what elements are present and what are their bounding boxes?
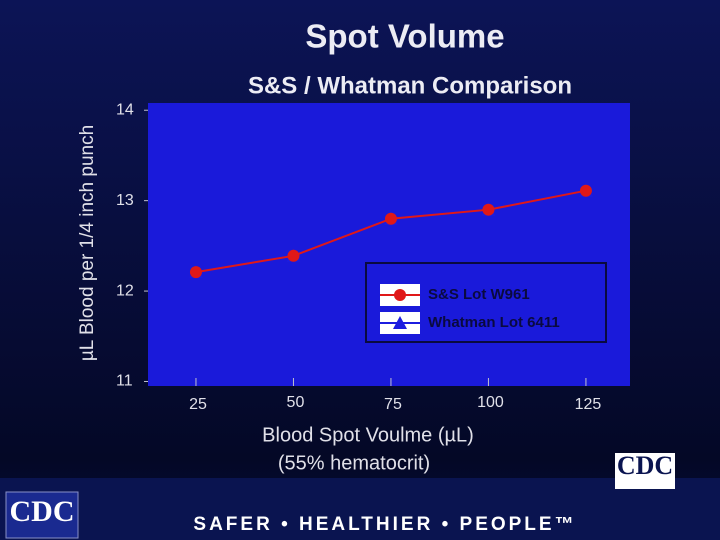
legend-marker <box>394 289 406 301</box>
legend-label: Whatman Lot 6411 <box>428 314 560 331</box>
y-tick-label: 12 <box>116 282 134 299</box>
logo-text: CDC <box>10 495 75 528</box>
data-point <box>287 249 300 262</box>
slogan: SAFER • HEALTHIER • PEOPLE™ <box>193 514 576 535</box>
legend: S&S Lot W961 Whatman Lot 6411 <box>365 262 607 343</box>
x-tick-label: 75 <box>384 396 402 413</box>
legend-marker <box>393 316 407 329</box>
data-point <box>189 266 202 279</box>
legend-label: S&S Lot W961 <box>428 286 530 303</box>
footer-band <box>0 478 720 540</box>
logo-right: CDC <box>615 451 675 489</box>
x-tick-label: 100 <box>477 394 504 411</box>
logo-left: CDC <box>5 491 79 539</box>
logo-text: CDC <box>617 451 673 480</box>
x-tick-label: 25 <box>189 396 207 413</box>
slide-title: Spot Volume <box>305 18 504 55</box>
x-tick-label: 50 <box>287 394 305 411</box>
y-tick-label: 13 <box>116 192 134 209</box>
data-point <box>482 203 495 216</box>
y-axis-label: µL Blood per 1/4 inch punch <box>77 125 98 361</box>
logo-box <box>5 491 79 539</box>
chart-subtitle: S&S / Whatman Comparison <box>248 72 572 99</box>
y-tick-label: 14 <box>116 101 134 118</box>
logo-box <box>615 453 675 489</box>
y-tick-label: 11 <box>116 373 133 390</box>
x-axis-note: (55% hematocrit) <box>278 452 430 474</box>
data-point <box>384 212 397 225</box>
data-point <box>579 184 592 197</box>
x-axis-label: Blood Spot Voulme (µL) <box>262 424 474 446</box>
plot-area <box>148 103 630 386</box>
x-tick-label: 125 <box>575 396 602 413</box>
